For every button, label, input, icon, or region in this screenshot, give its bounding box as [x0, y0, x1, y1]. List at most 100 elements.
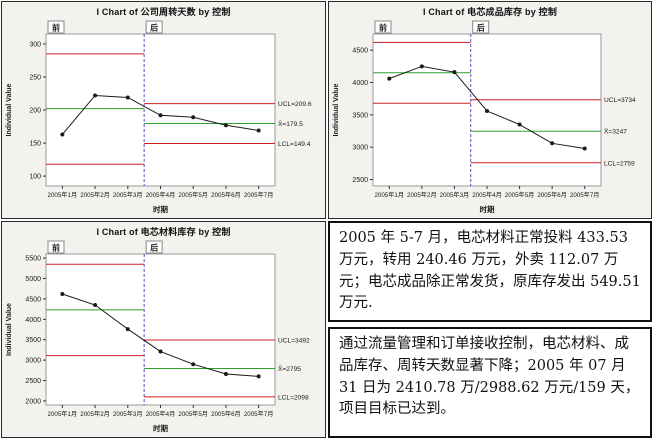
chart-title-turnover-days: I Chart of 公司周转天数 by 控制 [96, 7, 231, 17]
note-project-result-summary: 通过流量管理和订单接收控制，电芯材料、成品库存、周转天数显著下降；2005 年 … [328, 327, 652, 438]
y-tick-label: 4500 [352, 48, 368, 55]
mean-label: X̄=179.5 [278, 120, 303, 128]
x-tick-label: 2005年1月 [48, 410, 78, 418]
y-tick-label: 2500 [25, 378, 41, 385]
data-point [60, 291, 65, 296]
x-tick-label: 2005年5月 [178, 191, 208, 199]
panel-label-after: 后 [477, 23, 485, 33]
lcl-label: LCL=149.4 [278, 141, 311, 148]
x-tick-label: 2005年4月 [472, 191, 502, 199]
y-tick-label: 3000 [25, 358, 41, 365]
data-point [223, 123, 228, 128]
data-point [191, 362, 196, 367]
y-tick-label: 5500 [25, 256, 41, 263]
data-point [158, 349, 163, 354]
x-tick-label: 2005年7月 [244, 410, 274, 418]
chart-title-finished-goods-stock: I Chart of 电芯成品库存 by 控制 [422, 7, 558, 17]
panel-label-before: 前 [52, 23, 60, 33]
panel-label-after-box [472, 20, 490, 34]
x-axis-title: 时期 [480, 204, 495, 214]
x-tick-label: 2005年6月 [537, 191, 567, 199]
ucl-label: UCL=3734 [604, 97, 636, 104]
panel-label-before: 前 [379, 23, 387, 33]
y-tick-label: 2000 [25, 398, 41, 405]
panel-label-after-box [145, 20, 163, 34]
data-point [223, 371, 228, 376]
chart-panel-turnover-days: I Chart of 公司周转天数 by 控制 100 150 200 250 300 2… [1, 1, 326, 219]
ichart-finished-goods-stock-svg: 2500 3000 3500 4000 4500 2005年1月 2005年2月 2005年3… [333, 20, 636, 214]
data-point [550, 141, 555, 146]
lcl-label: LCL=2759 [604, 160, 635, 167]
y-tick-label: 3500 [352, 112, 368, 119]
data-point [485, 108, 489, 113]
x-tick-label: 2005年3月 [113, 191, 143, 199]
data-point [419, 64, 424, 69]
y-tick-label: 2500 [352, 177, 368, 184]
x-axis-title: 时期 [153, 204, 168, 214]
y-axis-title: Individual Value [6, 303, 13, 356]
chart-title-material-stock: I Chart of 电芯材料库存 by 控制 [96, 227, 231, 237]
data-point [191, 115, 196, 120]
y-axis-title: Individual Value [6, 83, 13, 136]
panel-label-before-box [374, 20, 392, 34]
data-point [60, 132, 65, 137]
x-tick-label: 2005年1月 [374, 191, 404, 199]
mean-label: X̄=3247 [604, 128, 627, 136]
data-point [256, 128, 261, 133]
y-tick-label: 300 [29, 41, 41, 48]
y-axis-title: Individual Value [333, 83, 340, 136]
panel-label-before-box [47, 240, 65, 254]
x-tick-label: 2005年4月 [146, 191, 176, 199]
y-tick-label: 250 [29, 74, 41, 81]
x-tick-label: 2005年6月 [211, 410, 241, 418]
y-tick-label: 5000 [25, 276, 41, 283]
data-point [158, 113, 163, 118]
data-point [582, 146, 587, 151]
chart-panel-material-stock: I Chart of 电芯材料库存 by 控制 2000 2500 3000 3500… [1, 221, 326, 438]
y-tick-label: 4000 [352, 80, 368, 87]
x-tick-label: 2005年7月 [570, 191, 600, 199]
x-tick-label: 2005年3月 [440, 191, 470, 199]
panel-label-after: 后 [150, 243, 158, 253]
y-tick-label: 4500 [25, 296, 41, 303]
chart-panel-finished-goods-stock: I Chart of 电芯成品库存 by 控制 2500 3000 3500 4000… [328, 1, 652, 219]
x-tick-label: 2005年4月 [146, 410, 176, 418]
y-tick-label: 200 [29, 108, 41, 115]
panel-label-after: 后 [150, 23, 158, 33]
notes-panel: 2005 年 5-7 月，电芯材料正常投料 433.53 万元，转用 240.4… [328, 221, 652, 438]
ucl-label: UCL=3492 [278, 338, 310, 345]
data-point [517, 122, 522, 127]
x-tick-label: 2005年7月 [244, 191, 274, 199]
x-tick-label: 2005年5月 [505, 191, 535, 199]
data-point [93, 303, 98, 308]
data-point [256, 374, 261, 379]
y-tick-label: 3000 [352, 145, 368, 152]
panel-label-before-box [47, 20, 65, 34]
y-tick-label: 4000 [25, 317, 41, 324]
x-tick-label: 2005年3月 [113, 410, 143, 418]
data-point [125, 95, 130, 100]
note-material-investment-summary: 2005 年 5-7 月，电芯材料正常投料 433.53 万元，转用 240.4… [328, 221, 652, 322]
data-point [93, 93, 98, 98]
x-tick-label: 2005年5月 [178, 410, 208, 418]
y-tick-label: 3500 [25, 337, 41, 344]
mean-label: X̄=2795 [278, 365, 301, 373]
x-tick-label: 2005年2月 [407, 191, 437, 199]
panel-label-after-box [145, 240, 163, 254]
y-tick-label: 150 [29, 141, 41, 148]
plot-area [45, 33, 276, 187]
x-tick-label: 2005年2月 [80, 410, 110, 418]
plot-area [45, 253, 276, 406]
x-axis-title: 时期 [153, 423, 168, 433]
data-point [387, 76, 392, 81]
data-point [125, 327, 130, 332]
lcl-label: LCL=2098 [278, 394, 309, 401]
y-tick-label: 100 [29, 174, 41, 181]
data-point [452, 70, 457, 75]
ucl-label: UCL=209.6 [278, 101, 312, 108]
x-tick-label: 2005年6月 [211, 191, 241, 199]
panel-label-before: 前 [52, 243, 60, 253]
